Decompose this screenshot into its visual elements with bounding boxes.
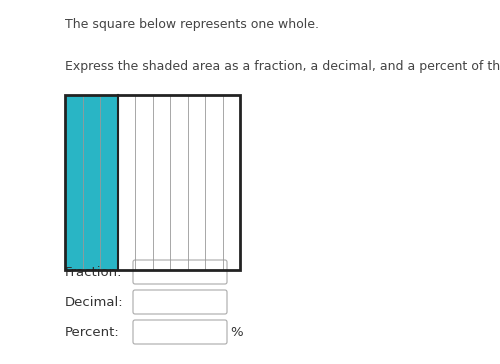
Text: The square below represents one whole.: The square below represents one whole. [65, 18, 319, 31]
FancyBboxPatch shape [133, 290, 227, 314]
Bar [82, 95, 100, 270]
FancyBboxPatch shape [133, 320, 227, 344]
Text: %: % [230, 325, 242, 339]
Text: Percent:: Percent: [65, 325, 120, 339]
Bar [135, 95, 152, 270]
FancyBboxPatch shape [133, 260, 227, 284]
Bar [222, 95, 240, 270]
Text: Decimal:: Decimal: [65, 296, 124, 309]
Bar [205, 95, 222, 270]
Text: Express the shaded area as a fraction, a decimal, and a percent of the whole.: Express the shaded area as a fraction, a… [65, 60, 500, 73]
Bar [118, 95, 135, 270]
Bar [65, 95, 82, 270]
Bar [170, 95, 188, 270]
Text: Fraction:: Fraction: [65, 265, 122, 278]
Bar [100, 95, 117, 270]
Bar [188, 95, 205, 270]
Bar [65, 95, 240, 270]
Bar [152, 95, 170, 270]
